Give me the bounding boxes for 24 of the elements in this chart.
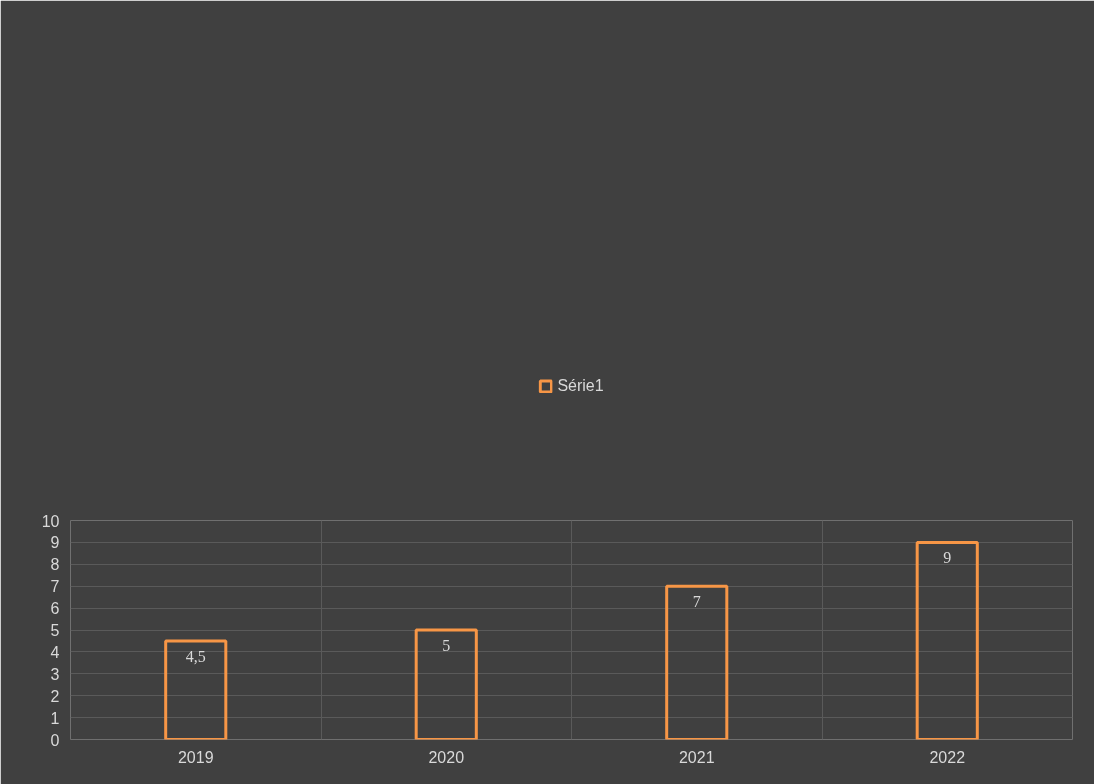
x-tick-label: 2022 — [929, 748, 966, 766]
data-label: 4,5 — [185, 647, 206, 665]
y-tick-label: 0 — [50, 731, 60, 749]
data-label: 9 — [943, 549, 952, 567]
legend-label: Série1 — [557, 376, 604, 395]
data-label: 7 — [692, 593, 701, 611]
bar — [164, 639, 228, 740]
y-tick-label: 4 — [50, 643, 60, 661]
x-tick-label: 2020 — [428, 748, 465, 766]
y-tick-label: 9 — [50, 534, 60, 552]
bar — [915, 540, 979, 740]
y-tick-label: 1 — [50, 709, 60, 727]
y-tick-label: 8 — [50, 556, 60, 574]
y-tick-label: 6 — [50, 600, 60, 618]
x-tick-label: 2021 — [678, 748, 715, 766]
y-tick-label: 2 — [50, 687, 60, 705]
y-tick-label: 3 — [50, 665, 60, 683]
y-tick-label: 5 — [50, 622, 60, 639]
bar — [414, 628, 478, 740]
y-tick-label: 10 — [41, 512, 60, 530]
data-label: 5 — [442, 637, 451, 654]
x-tick-label: 2019 — [177, 748, 214, 766]
y-tick-label: 7 — [50, 578, 60, 596]
bar — [665, 584, 729, 740]
